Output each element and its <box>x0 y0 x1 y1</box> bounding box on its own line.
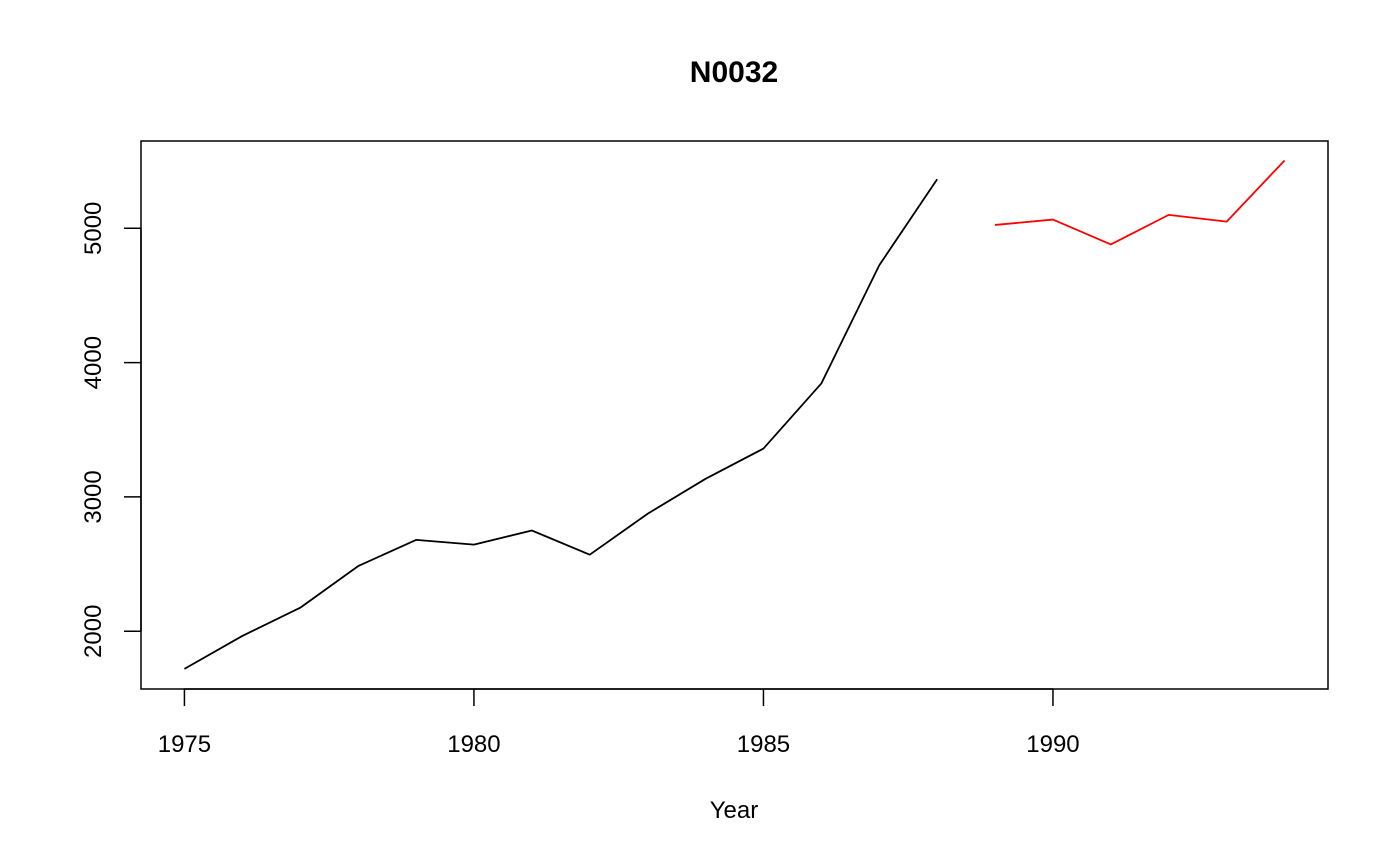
plot-frame <box>140 140 1329 690</box>
y-tick-label: 3000 <box>80 470 107 523</box>
chart-title: N0032 <box>690 56 778 89</box>
series-layer <box>183 159 1286 670</box>
series-line-2 <box>994 159 1286 246</box>
series-line-1 <box>183 178 938 670</box>
y-tick-label: 2000 <box>80 605 107 658</box>
y-axis: 2000 3000 4000 5000 <box>80 202 142 658</box>
y-tick-label: 5000 <box>80 202 107 255</box>
x-axis-label: Year <box>710 797 759 824</box>
y-tick-label: 4000 <box>80 336 107 389</box>
x-tick-label: 1985 <box>737 731 790 758</box>
x-tick-label: 1980 <box>447 731 500 758</box>
x-tick-label: 1975 <box>158 731 211 758</box>
x-tick-label: 1990 <box>1026 731 1079 758</box>
x-axis: 1975 1980 1985 1990 <box>158 688 1080 758</box>
